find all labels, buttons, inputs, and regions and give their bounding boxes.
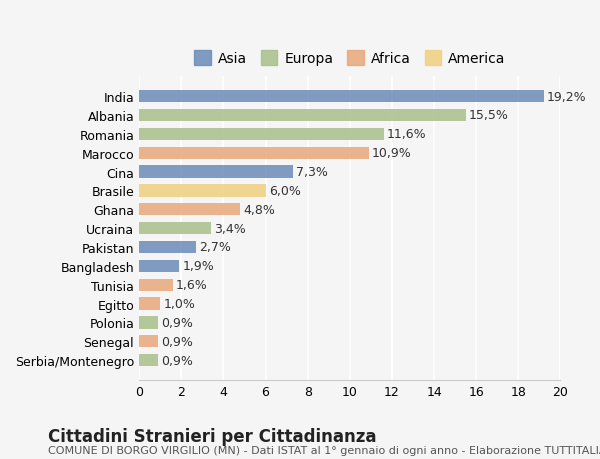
Legend: Asia, Europa, Africa, America: Asia, Europa, Africa, America	[187, 45, 512, 73]
Bar	[139, 336, 158, 348]
Bar	[139, 110, 466, 122]
Bar	[139, 91, 544, 103]
Bar	[139, 260, 179, 272]
Text: 7,3%: 7,3%	[296, 166, 328, 179]
Text: Cittadini Stranieri per Cittadinanza: Cittadini Stranieri per Cittadinanza	[48, 427, 377, 445]
Bar	[139, 317, 158, 329]
Bar	[139, 204, 240, 216]
Bar	[139, 241, 196, 253]
Text: 1,9%: 1,9%	[182, 260, 214, 273]
Bar	[139, 279, 173, 291]
Text: 1,6%: 1,6%	[176, 279, 208, 291]
Text: 3,4%: 3,4%	[214, 222, 245, 235]
Bar	[139, 223, 211, 235]
Text: COMUNE DI BORGO VIRGILIO (MN) - Dati ISTAT al 1° gennaio di ogni anno - Elaboraz: COMUNE DI BORGO VIRGILIO (MN) - Dati IST…	[48, 445, 600, 455]
Bar	[139, 298, 160, 310]
Text: 6,0%: 6,0%	[269, 185, 301, 197]
Text: 19,2%: 19,2%	[547, 90, 586, 103]
Bar	[139, 354, 158, 367]
Text: 0,9%: 0,9%	[161, 354, 193, 367]
Text: 10,9%: 10,9%	[372, 147, 412, 160]
Bar	[139, 166, 293, 178]
Text: 4,8%: 4,8%	[244, 203, 275, 216]
Bar	[139, 185, 266, 197]
Bar	[139, 147, 369, 159]
Text: 15,5%: 15,5%	[469, 109, 509, 122]
Text: 0,9%: 0,9%	[161, 335, 193, 348]
Text: 1,0%: 1,0%	[163, 297, 195, 310]
Text: 11,6%: 11,6%	[386, 128, 426, 141]
Text: 0,9%: 0,9%	[161, 316, 193, 329]
Bar	[139, 129, 383, 140]
Text: 2,7%: 2,7%	[199, 241, 231, 254]
